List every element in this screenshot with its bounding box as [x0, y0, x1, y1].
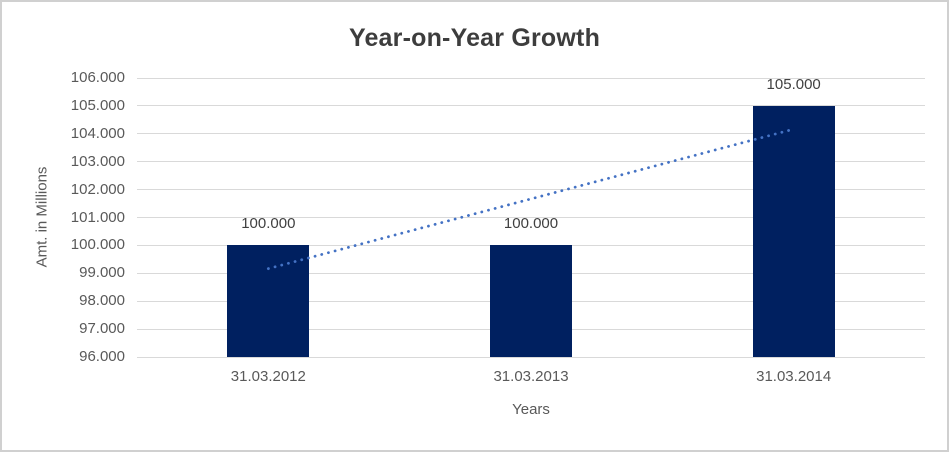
y-axis-tick-label: 103.000	[70, 152, 125, 170]
gridline	[137, 105, 925, 107]
y-axis-tick-label: 101.000	[70, 208, 125, 226]
data-label: 100.000	[503, 215, 559, 233]
y-axis-tick-label: 96.000	[79, 348, 125, 365]
y-axis-tick-label: 97.000	[79, 320, 125, 338]
bar-31.03.2013	[490, 245, 572, 357]
gridline	[137, 356, 925, 358]
y-axis-tick-label: 104.000	[70, 124, 125, 142]
y-axis-tick-label: 106.000	[70, 69, 125, 86]
x-axis-tick-label: 31.03.2014	[756, 368, 832, 385]
bar-31.03.2014	[752, 105, 835, 357]
y-axis-tick-label: 99.000	[79, 264, 125, 282]
x-axis-tick-label: 31.03.2013	[493, 368, 569, 385]
x-axis-tick-label: 31.03.2012	[230, 368, 306, 385]
bar-31.03.2012	[227, 245, 310, 357]
y-axis-tick-label: 105.000	[70, 96, 125, 114]
y-axis-tick-label: 100.000	[70, 236, 125, 254]
y-axis-tick-label: 98.000	[79, 292, 125, 310]
gridline	[137, 77, 925, 79]
data-label: 100.000	[241, 215, 296, 233]
data-label: 105.000	[766, 75, 821, 93]
chart-title: Year-on-Year Growth	[348, 24, 601, 52]
y-axis-tick-label: 102.000	[70, 180, 125, 198]
x-axis-title: Years	[512, 401, 550, 418]
